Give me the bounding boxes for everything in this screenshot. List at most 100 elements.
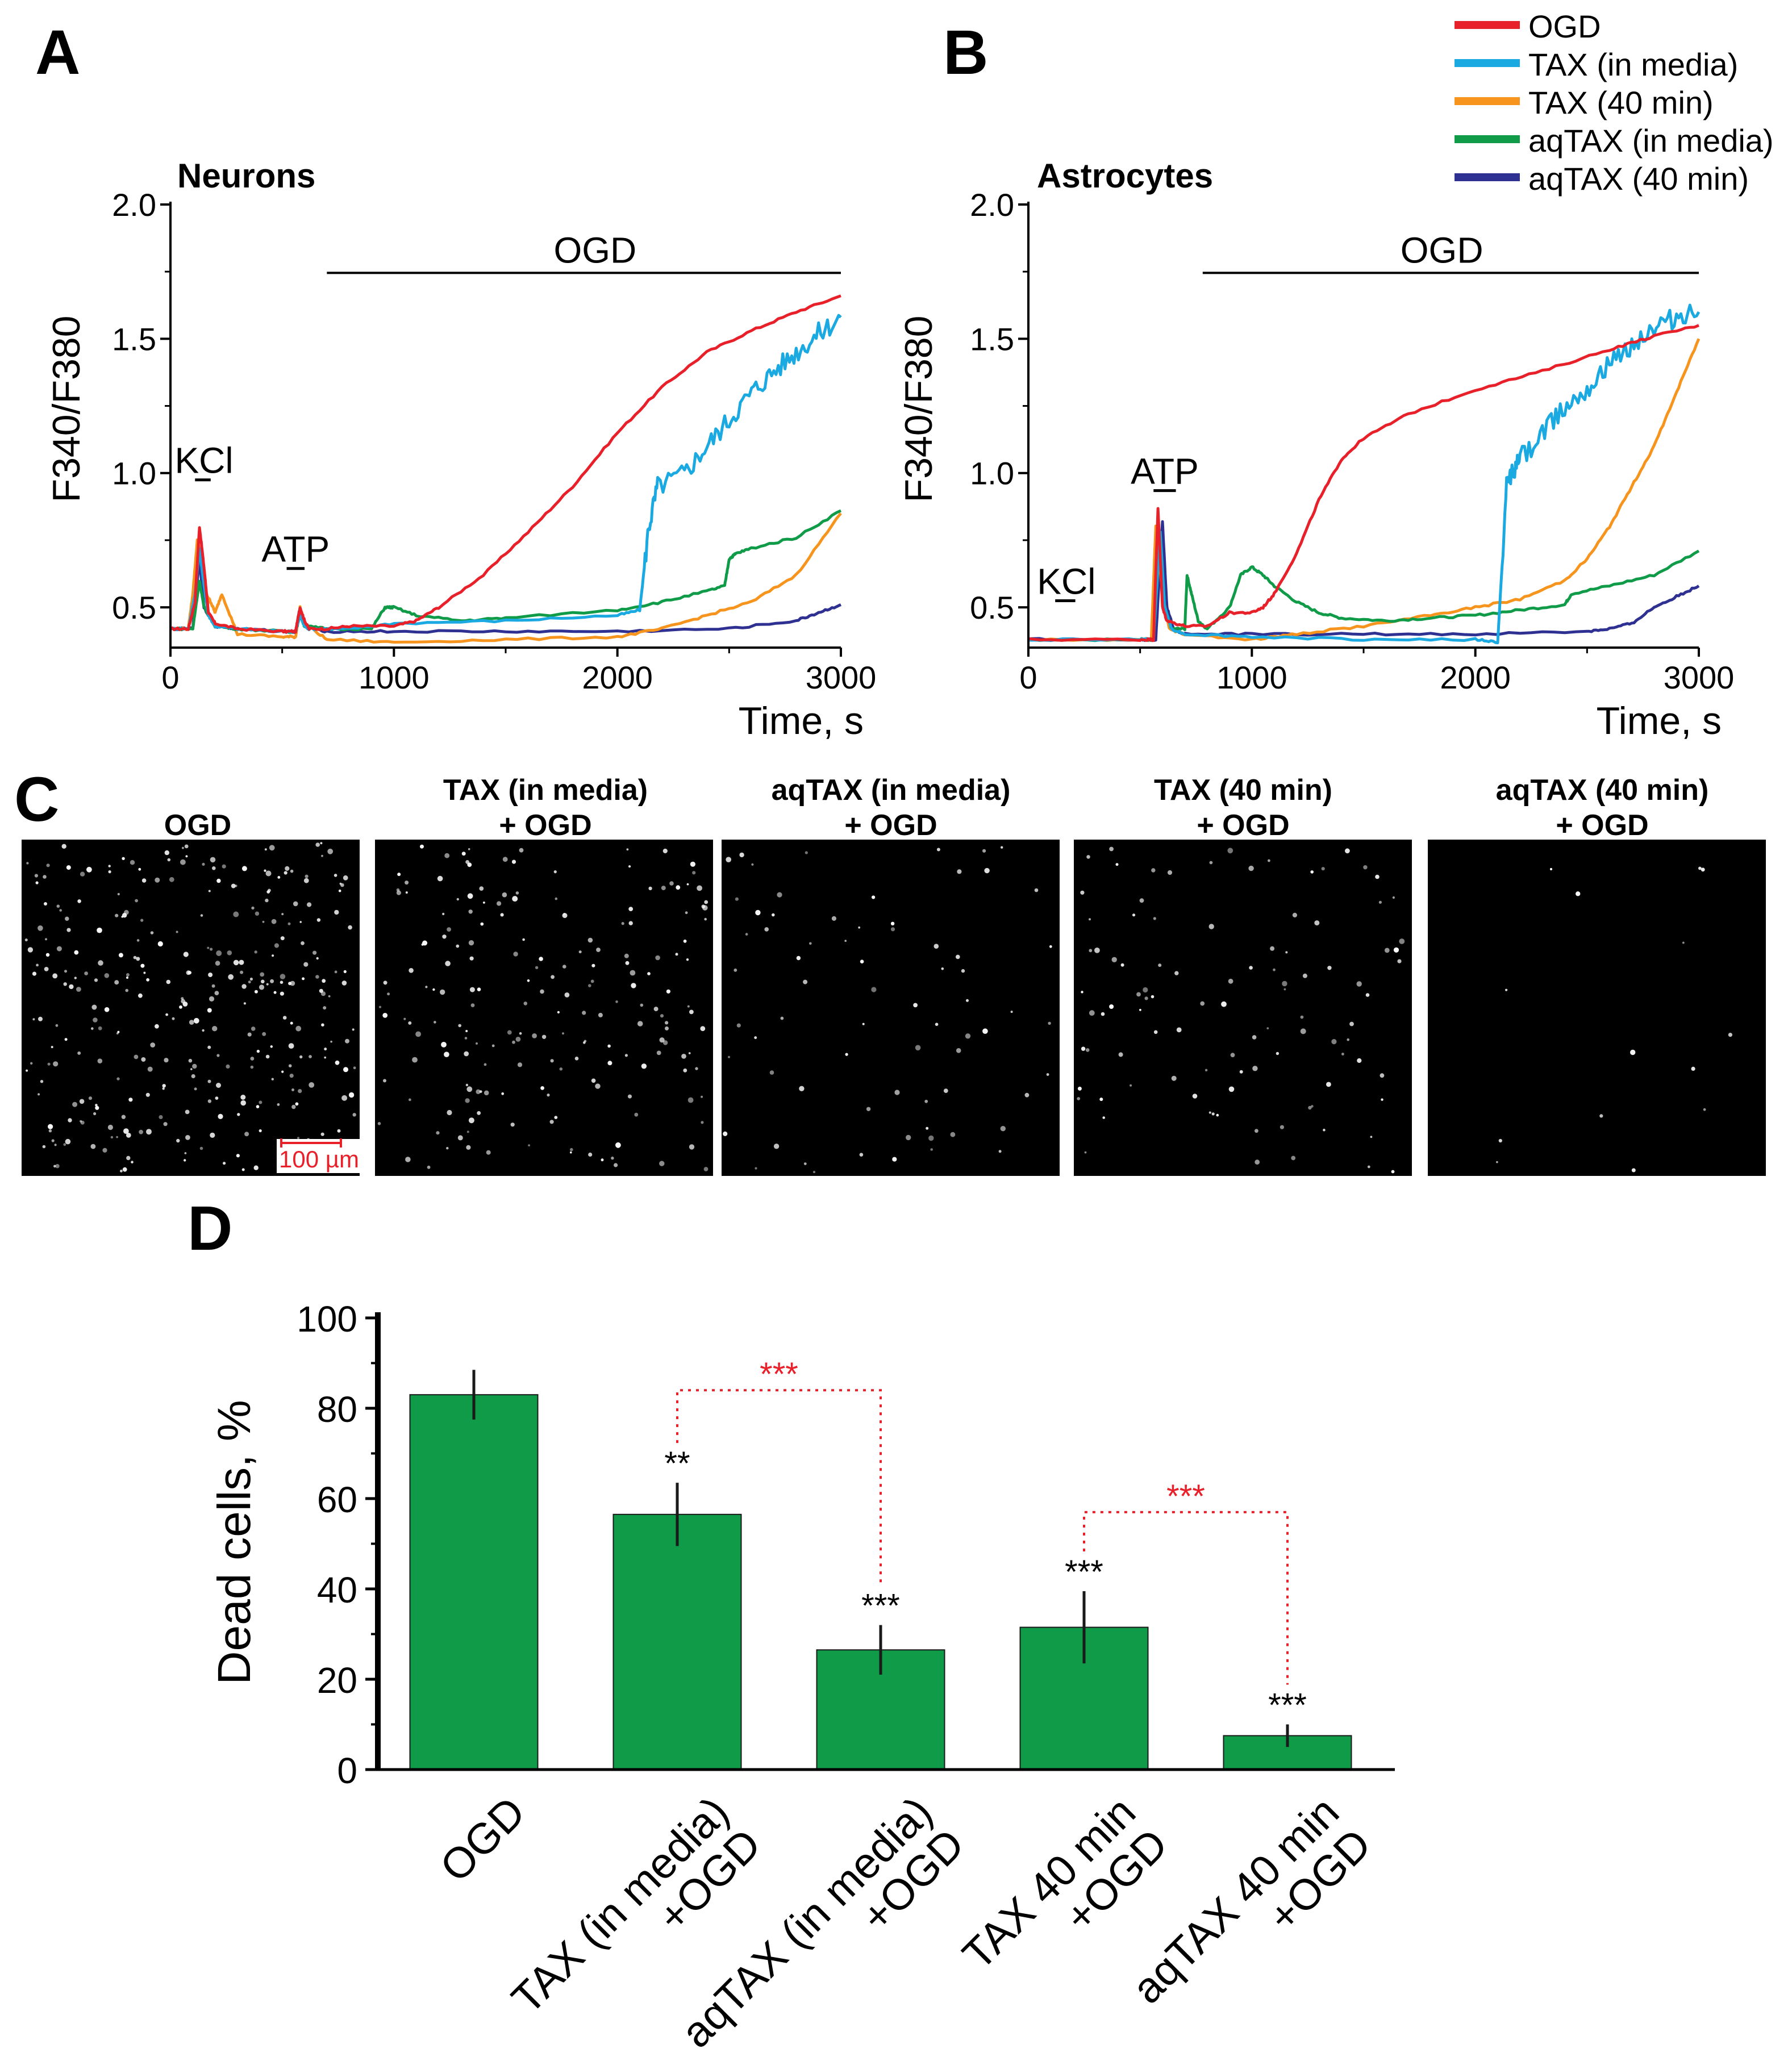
dead-cell-spot <box>48 1129 52 1133</box>
dead-cell-spot <box>143 971 146 974</box>
dead-cell-spot <box>468 848 470 850</box>
legend-label-tax-40-min: TAX (40 min) <box>1528 85 1714 120</box>
dead-cell-spot <box>685 911 688 915</box>
dead-cell-spot <box>772 913 775 917</box>
dead-cell-spot <box>1252 1035 1257 1040</box>
dead-cell-spot <box>63 1143 66 1146</box>
dead-cell-spot <box>1310 870 1314 874</box>
dead-cell-spot <box>403 1017 406 1020</box>
dead-cell-spot <box>1375 874 1380 879</box>
dead-cell-spot <box>330 1040 332 1043</box>
dead-cell-spot <box>185 1109 190 1115</box>
micrograph-image <box>1428 840 1766 1176</box>
x-tick-label: 2000 <box>582 660 653 695</box>
x-category-label-line: OGD <box>431 1788 535 1892</box>
dead-cell-spot <box>162 1084 166 1088</box>
dead-cell-spot <box>515 1037 521 1042</box>
dead-cell-spot <box>588 984 591 987</box>
dead-cell-spot <box>185 1135 190 1140</box>
dead-cell-spot <box>1399 938 1405 944</box>
dead-cell-spot <box>1349 1021 1354 1027</box>
dead-cell-spot <box>686 883 689 886</box>
dead-cell-spot <box>211 984 215 988</box>
dead-cell-spot <box>461 852 466 856</box>
dead-cell-spot <box>98 1026 102 1030</box>
dead-cell-spot <box>615 1142 621 1148</box>
series-line-aqtax-in-media <box>1028 531 1700 642</box>
dead-cell-spot <box>1248 865 1254 871</box>
dead-cell-spot <box>892 1157 897 1162</box>
dead-cell-spot <box>665 1026 669 1030</box>
dead-cell-spot <box>191 1074 195 1079</box>
dead-cell-spot <box>337 1129 341 1133</box>
dead-cell-spot <box>484 1063 487 1066</box>
dead-cell-spot <box>90 1144 96 1149</box>
dead-cell-spot <box>1151 868 1156 873</box>
dead-cell-spot <box>321 1023 324 1027</box>
dead-cell-spot <box>327 848 334 854</box>
dead-cell-spot <box>133 956 137 959</box>
dead-cell-spot <box>34 874 38 878</box>
legend: OGD TAX (in media) TAX (40 min) aqTAX (i… <box>1455 9 1774 197</box>
dead-cell-spot <box>316 957 319 960</box>
dead-cell-spot <box>890 927 895 932</box>
dead-cell-spot <box>189 1020 194 1025</box>
dead-cell-spot <box>465 860 469 864</box>
dead-cell-spot <box>260 972 265 977</box>
dead-cell-spot <box>199 1146 203 1150</box>
dead-cell-spot <box>1252 1066 1258 1071</box>
dead-cell-spot <box>1081 1046 1086 1051</box>
dead-cell-spot <box>159 1115 163 1120</box>
dead-cell-spot <box>665 1021 669 1025</box>
dead-cell-spot <box>335 1060 340 1065</box>
dead-cell-spot <box>1153 917 1156 920</box>
dead-cell-spot <box>512 896 518 902</box>
dead-cell-spot <box>280 991 284 996</box>
dead-cell-spot <box>382 1013 388 1018</box>
dead-cell-spot <box>465 1030 468 1032</box>
dead-cell-spot <box>1397 959 1402 963</box>
dead-cell-spot <box>1300 1015 1304 1019</box>
dead-cell-spot <box>736 1023 741 1028</box>
dead-cell-spot <box>66 865 71 870</box>
dead-cell-spot <box>598 1012 603 1017</box>
dead-cell-spot <box>145 1092 150 1097</box>
dead-cell-spot <box>208 890 211 892</box>
dead-cell-spot <box>210 948 213 951</box>
dead-cell-spot <box>216 1054 220 1057</box>
dead-cell-spot <box>77 1051 81 1055</box>
micrograph-title: OGD <box>164 809 231 842</box>
dead-cell-spot <box>1273 968 1276 971</box>
dead-cell-spot <box>193 1017 199 1024</box>
dead-cell-spot <box>421 943 424 946</box>
panel-label-d: D <box>187 1194 232 1263</box>
dead-cell-spot <box>1292 912 1297 917</box>
dead-cell-spot <box>126 973 130 977</box>
dead-cell-spot <box>507 1030 512 1035</box>
dead-cell-spot <box>86 866 92 873</box>
dead-cell-spot <box>55 1164 60 1169</box>
dead-cell-spot <box>1227 848 1233 854</box>
dead-cell-spot <box>397 873 401 877</box>
dead-cell-spot <box>442 912 445 915</box>
dead-cell-spot <box>140 963 145 968</box>
dead-cell-spot <box>214 991 219 995</box>
dead-cell-spot <box>676 885 681 890</box>
dead-cell-spot <box>184 1159 186 1162</box>
dead-cell-spot <box>207 1079 211 1083</box>
dead-cell-spot <box>1302 973 1307 978</box>
dead-cell-spot <box>933 944 939 949</box>
y-tick-label: 0.5 <box>970 590 1014 625</box>
panel-a-x-axis-label: Time, s <box>739 699 864 742</box>
dead-cell-spot <box>117 892 120 896</box>
dead-cell-spot <box>655 955 660 961</box>
dead-cell-spot <box>52 973 58 979</box>
dead-cell-spot <box>184 1152 187 1154</box>
dead-cell-spot <box>1230 1053 1235 1058</box>
dead-cell-spot <box>289 1074 294 1078</box>
dead-cell-spot <box>540 1086 544 1090</box>
dead-cell-spot <box>1549 867 1553 871</box>
dead-cell-spots <box>1077 846 1405 1174</box>
dead-cell-spot <box>799 1086 805 1092</box>
dead-cell-spot <box>271 1078 274 1080</box>
